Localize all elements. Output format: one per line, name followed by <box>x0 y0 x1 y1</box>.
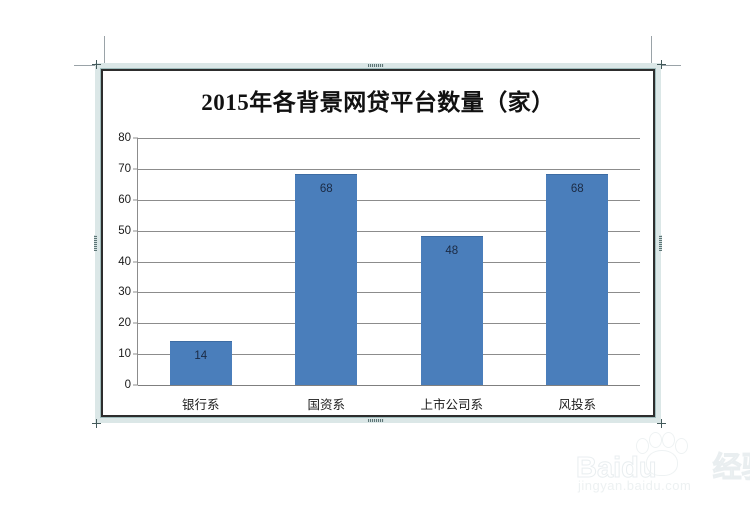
y-tick-mark-60 <box>133 199 138 201</box>
bar-value-label-4: 68 <box>570 183 584 196</box>
watermark-brand-cn: 经验 <box>712 452 750 485</box>
margin-guide-vertical-left <box>104 36 105 66</box>
bar-value-label-2: 68 <box>319 183 333 196</box>
y-tick-label-50: 50 <box>118 224 131 237</box>
bar-yinhangxi[interactable]: 14 <box>169 340 232 385</box>
x-axis-label-4: 风投系 <box>558 398 596 412</box>
baidu-jingyan-watermark: Baidu 经验 jingyan.baidu.com <box>576 430 750 502</box>
selection-frame-inner-border <box>100 68 656 418</box>
y-tick-mark-50 <box>133 230 138 232</box>
paw-print-icon <box>634 432 688 476</box>
gridline-80: 80 <box>118 132 640 144</box>
bar-shangshigongsixi[interactable]: 48 <box>420 235 483 385</box>
gridline-30: 30 <box>118 286 640 298</box>
bar-chart[interactable]: 2015年各背景网贷平台数量（家） 80 70 60 50 4 <box>101 69 655 417</box>
resize-handle-top-right[interactable] <box>657 60 666 69</box>
resize-handle-bottom-center[interactable] <box>368 419 384 422</box>
gridline-20: 20 <box>118 317 640 329</box>
gridline-0-baseline: 0 <box>125 379 640 391</box>
margin-guide-horizontal-right <box>649 65 681 66</box>
y-tick-label-20: 20 <box>118 317 131 330</box>
margin-guide-horizontal-left <box>74 65 106 66</box>
bar-slot-1: 14 银行系 <box>138 138 264 412</box>
watermark-brand: Baidu 经验 <box>576 444 750 486</box>
y-tick-label-0: 0 <box>124 379 131 391</box>
y-tick-mark-20 <box>133 322 138 324</box>
y-tick-mark-40 <box>133 261 138 262</box>
y-tick-label-80: 80 <box>118 132 131 144</box>
bar-slot-3: 48 上市公司系 <box>389 138 515 412</box>
y-tick-mark-70 <box>133 168 138 170</box>
gridline-70: 70 <box>118 163 640 175</box>
y-tick-label-70: 70 <box>118 162 131 175</box>
margin-guide-vertical-right <box>651 36 652 66</box>
chart-title: 2015年各背景网贷平台数量（家） <box>201 90 555 115</box>
resize-handle-middle-right[interactable] <box>659 235 662 251</box>
y-tick-label-30: 30 <box>118 286 131 299</box>
watermark-url: jingyan.baidu.com <box>578 478 692 493</box>
bar-slot-4: 68 风投系 <box>515 138 641 412</box>
gridline-60: 60 <box>118 194 640 206</box>
gridline-50: 50 <box>118 225 640 237</box>
resize-handle-top-left[interactable] <box>92 60 101 69</box>
bar-fengtouxi[interactable]: 68 <box>546 174 609 385</box>
x-axis-label-3: 上市公司系 <box>420 398 483 412</box>
x-axis-label-2: 国资系 <box>307 398 345 412</box>
y-tick-label-10: 10 <box>118 348 131 361</box>
y-tick-label-40: 40 <box>118 255 131 268</box>
y-tick-mark-80 <box>133 137 138 139</box>
resize-handle-bottom-left[interactable] <box>92 419 101 428</box>
watermark-brand-text: Baidu <box>576 452 658 485</box>
bar-slot-2: 68 国资系 <box>264 138 390 412</box>
gridline-10: 10 <box>118 348 640 360</box>
y-tick-mark-10 <box>133 353 138 355</box>
bar-value-label-1: 14 <box>194 349 208 362</box>
bar-value-label-3: 48 <box>445 244 459 257</box>
y-tick-label-60: 60 <box>118 193 131 206</box>
y-tick-mark-30 <box>133 291 138 293</box>
gridline-40: 40 <box>118 256 640 268</box>
x-axis-label-1: 银行系 <box>181 398 220 412</box>
y-tick-mark-0 <box>133 384 138 386</box>
resize-handle-top-center[interactable] <box>368 64 384 67</box>
bar-guozixi[interactable]: 68 <box>295 174 358 385</box>
resize-handle-middle-left[interactable] <box>94 235 97 251</box>
plot-area: 80 70 60 50 40 30 <box>118 132 641 412</box>
resize-handle-bottom-right[interactable] <box>657 419 666 428</box>
